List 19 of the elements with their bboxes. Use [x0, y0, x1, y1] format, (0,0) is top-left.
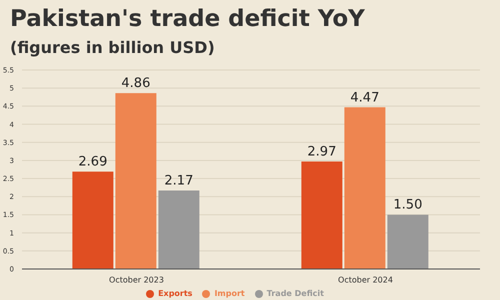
data-label: 4.47	[350, 90, 380, 106]
x-tick-label: October 2024	[338, 276, 393, 285]
data-label: 4.86	[121, 76, 150, 92]
chart-subtitle: (figures in billion USD)	[10, 38, 215, 57]
bar	[158, 190, 200, 269]
bar	[72, 172, 114, 269]
legend-label: Import	[214, 289, 245, 298]
data-label: 2.97	[307, 144, 336, 160]
chart-title: Pakistan's trade deficit YoY	[10, 6, 365, 32]
data-label: 2.69	[78, 154, 108, 170]
bar	[115, 93, 156, 269]
legend-label: Trade Deficit	[266, 289, 324, 298]
bar	[301, 162, 342, 269]
data-label: 1.50	[393, 198, 422, 213]
bar	[344, 107, 386, 269]
bar	[387, 214, 428, 269]
x-tick-label: October 2023	[109, 276, 164, 285]
legend-label: Exports	[158, 289, 192, 298]
data-label: 2.17	[164, 173, 194, 188]
